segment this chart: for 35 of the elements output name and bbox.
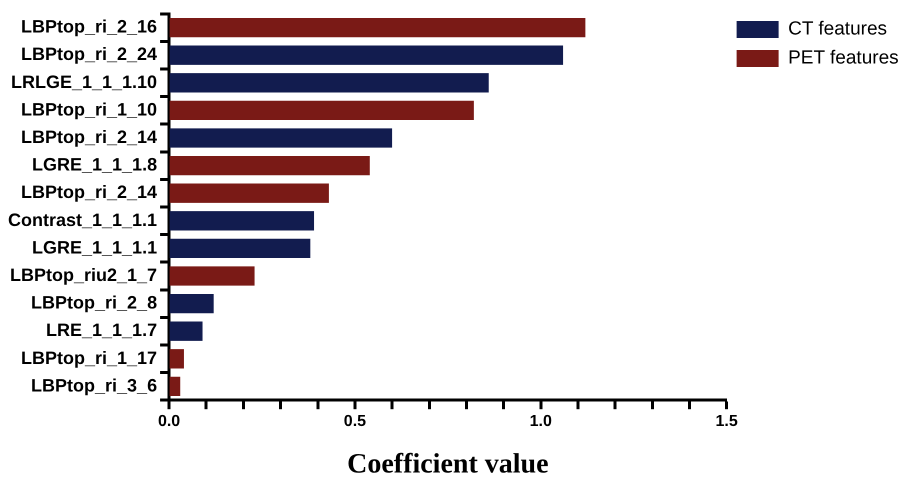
bar (170, 349, 184, 368)
bar (170, 376, 180, 396)
y-tick-label: LBPtop_ri_3_6 (31, 375, 158, 396)
y-tick-label: LBPtop_ri_1_17 (21, 348, 158, 368)
bar (170, 128, 392, 148)
y-tick-label: LBPtop_ri_2_16 (21, 16, 158, 37)
bar (170, 294, 214, 314)
y-tick-label: Contrast_1_1_1.1 (8, 210, 158, 230)
bar (170, 322, 203, 341)
bar (170, 211, 314, 230)
bar (170, 18, 586, 38)
bar (170, 156, 370, 176)
y-tick-label: LGRE_1_1_1.1 (32, 237, 158, 258)
y-tick-label: LBPtop_riu2_1_7 (10, 264, 158, 285)
bar (170, 73, 489, 92)
y-tick-label: LBPtop_ri_2_8 (31, 292, 158, 313)
y-tick-label: LBPtop_ri_2_14 (21, 126, 158, 147)
x-tick-label: 1.5 (715, 413, 738, 430)
x-axis-title: Coefficient value (347, 448, 549, 480)
x-tick-label: 1.0 (530, 413, 552, 430)
y-tick-label: LBPtop_ri_1_10 (21, 99, 158, 120)
y-tick-label: LRLGE_1_1_1.10 (10, 72, 158, 92)
bar (170, 100, 474, 120)
x-tick-label: 0.5 (344, 413, 366, 430)
bar (170, 266, 255, 286)
bar (170, 184, 329, 203)
y-tick-label: LBPtop_ri_2_14 (21, 182, 158, 202)
bar (170, 46, 564, 65)
legend-label: PET features (788, 48, 899, 69)
y-tick-label: LBPtop_ri_2_24 (21, 44, 158, 64)
y-tick-label: LGRE_1_1_1.8 (32, 154, 158, 175)
x-tick-label: 0.0 (158, 413, 180, 430)
legend-label: CT features (788, 18, 888, 40)
bar (170, 238, 310, 258)
y-tick-label: LRE_1_1_1.7 (46, 320, 158, 340)
